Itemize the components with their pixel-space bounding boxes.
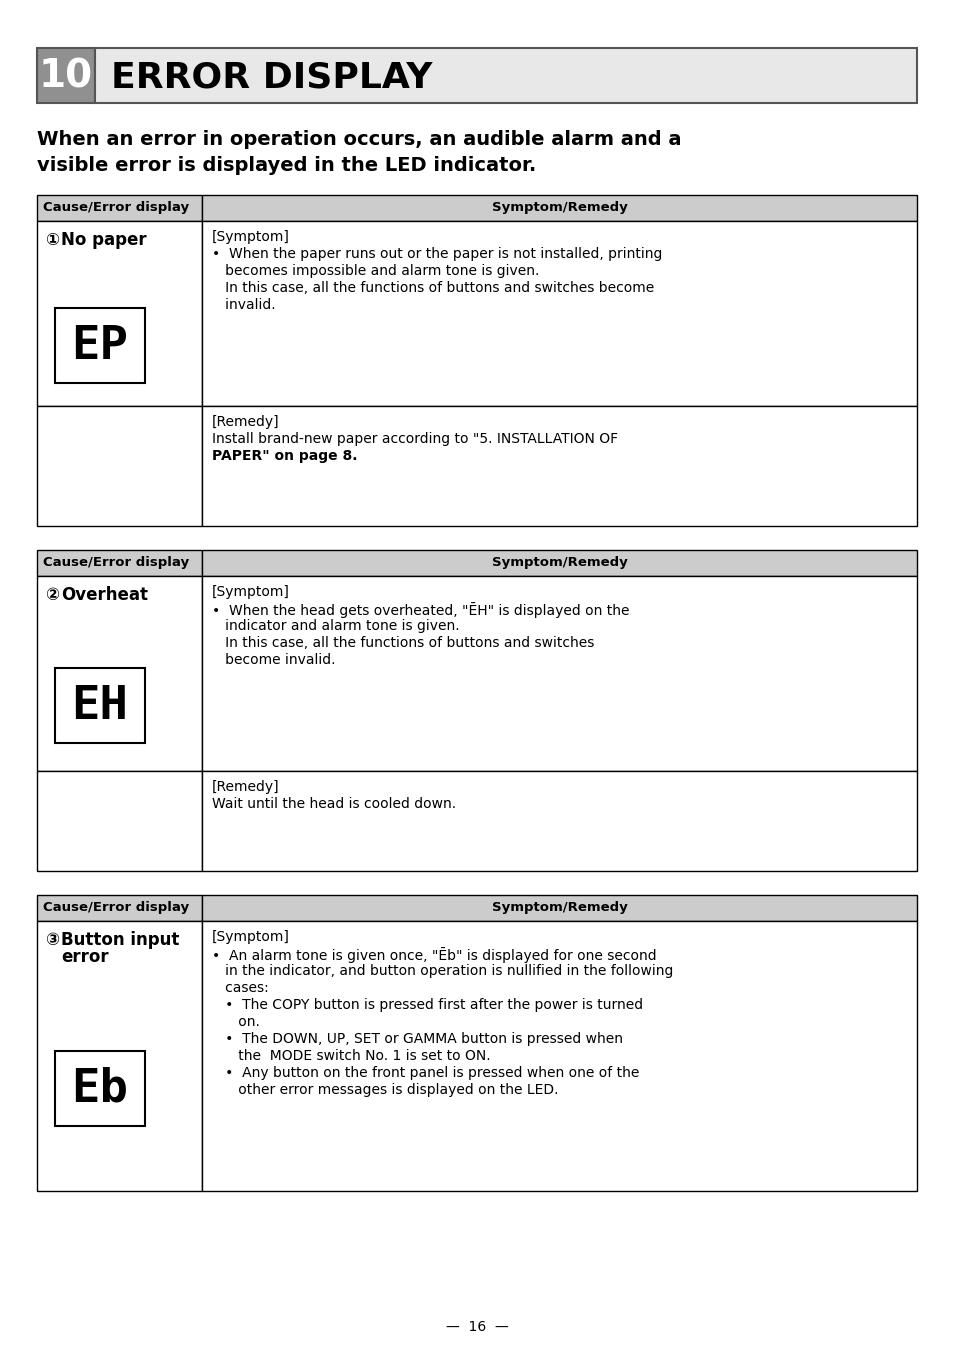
Bar — [55, 308, 145, 383]
Bar — [37, 576, 202, 771]
Bar — [202, 220, 916, 406]
Text: PAPER" on page 8.: PAPER" on page 8. — [212, 449, 357, 462]
Bar — [37, 195, 202, 220]
Text: visible error is displayed in the LED indicator.: visible error is displayed in the LED in… — [37, 155, 536, 174]
Text: •  When the head gets overheated, "ĒH" is displayed on the: • When the head gets overheated, "ĒH" is… — [212, 602, 629, 618]
Bar — [202, 576, 916, 771]
Text: ②: ② — [45, 585, 59, 604]
Text: [Symptom]: [Symptom] — [212, 230, 290, 243]
Text: Eb: Eb — [71, 1067, 129, 1111]
Text: ①: ① — [45, 231, 59, 249]
Text: Install brand-new paper according to "5. INSTALLATION OF: Install brand-new paper according to "5.… — [212, 433, 618, 446]
Text: ERROR DISPLAY: ERROR DISPLAY — [111, 61, 432, 95]
Text: Cause/Error display: Cause/Error display — [43, 556, 189, 569]
Text: Wait until the head is cooled down.: Wait until the head is cooled down. — [212, 796, 456, 811]
Text: [Remedy]: [Remedy] — [212, 780, 279, 794]
Text: [Remedy]: [Remedy] — [212, 415, 279, 429]
Text: When an error in operation occurs, an audible alarm and a: When an error in operation occurs, an au… — [37, 130, 680, 149]
Text: Cause/Error display: Cause/Error display — [43, 900, 189, 914]
Text: •  Any button on the front panel is pressed when one of the: • Any button on the front panel is press… — [212, 1065, 639, 1080]
Bar — [202, 550, 916, 576]
Text: EH: EH — [71, 684, 129, 729]
Text: •  The COPY button is pressed first after the power is turned: • The COPY button is pressed first after… — [212, 998, 642, 1013]
Bar — [202, 895, 916, 921]
Text: 10: 10 — [39, 58, 93, 96]
Text: Symptom/Remedy: Symptom/Remedy — [491, 556, 627, 569]
Text: Cause/Error display: Cause/Error display — [43, 201, 189, 214]
Bar — [202, 921, 916, 1191]
Bar — [37, 49, 95, 103]
Text: EP: EP — [71, 324, 129, 369]
Text: indicator and alarm tone is given.: indicator and alarm tone is given. — [212, 619, 459, 633]
Text: become invalid.: become invalid. — [212, 653, 335, 667]
Text: Symptom/Remedy: Symptom/Remedy — [491, 900, 627, 914]
Text: Symptom/Remedy: Symptom/Remedy — [491, 201, 627, 214]
Text: other error messages is displayed on the LED.: other error messages is displayed on the… — [212, 1083, 558, 1096]
Text: cases:: cases: — [212, 982, 269, 995]
Bar — [55, 668, 145, 744]
Text: —  16  —: — 16 — — [445, 1320, 508, 1334]
Bar — [37, 771, 202, 871]
Text: Overheat: Overheat — [61, 585, 148, 604]
Bar — [37, 921, 202, 1191]
Bar — [37, 220, 202, 406]
Text: Button input: Button input — [61, 932, 179, 949]
Text: [Symptom]: [Symptom] — [212, 930, 290, 944]
Text: •  When the paper runs out or the paper is not installed, printing: • When the paper runs out or the paper i… — [212, 247, 661, 261]
Bar — [37, 550, 202, 576]
Text: No paper: No paper — [61, 231, 147, 249]
Text: •  The DOWN, UP, SET or GAMMA button is pressed when: • The DOWN, UP, SET or GAMMA button is p… — [212, 1032, 622, 1046]
Text: becomes impossible and alarm tone is given.: becomes impossible and alarm tone is giv… — [212, 264, 538, 279]
Bar — [95, 49, 916, 103]
Text: error: error — [61, 948, 109, 965]
Text: In this case, all the functions of buttons and switches become: In this case, all the functions of butto… — [212, 281, 654, 295]
Bar — [37, 895, 202, 921]
Text: In this case, all the functions of buttons and switches: In this case, all the functions of butto… — [212, 635, 594, 650]
Bar — [55, 1051, 145, 1126]
Bar — [202, 195, 916, 220]
Text: in the indicator, and button operation is nullified in the following: in the indicator, and button operation i… — [212, 964, 673, 977]
Text: on.: on. — [212, 1015, 259, 1029]
Text: invalid.: invalid. — [212, 297, 275, 312]
Text: ③: ③ — [45, 932, 59, 949]
Bar — [37, 406, 202, 526]
Text: •  An alarm tone is given once, "Ēb" is displayed for one second: • An alarm tone is given once, "Ēb" is d… — [212, 946, 656, 963]
Text: the  MODE switch No. 1 is set to ON.: the MODE switch No. 1 is set to ON. — [212, 1049, 490, 1063]
Text: [Symptom]: [Symptom] — [212, 585, 290, 599]
Bar — [202, 406, 916, 526]
Bar — [202, 771, 916, 871]
